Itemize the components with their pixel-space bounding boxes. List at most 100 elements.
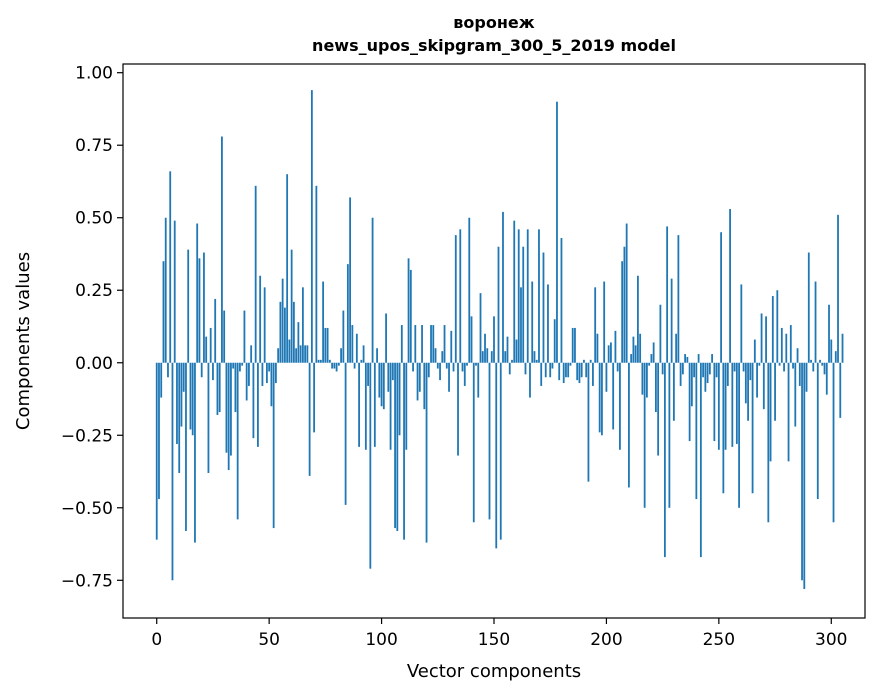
- bar-123: [432, 325, 435, 363]
- bar-56: [281, 278, 284, 363]
- bar-185: [571, 327, 574, 363]
- bar-136: [461, 362, 464, 372]
- bar-113: [409, 269, 412, 363]
- bar-46: [259, 275, 262, 363]
- bar-271: [765, 316, 767, 363]
- bar-16: [191, 362, 194, 436]
- bar-75: [324, 327, 327, 363]
- bar-150: [493, 316, 495, 363]
- bar-153: [499, 362, 502, 540]
- bar-289: [805, 362, 808, 392]
- bar-27: [216, 362, 219, 415]
- bar-28: [218, 362, 221, 413]
- bar-139: [468, 217, 471, 363]
- bar-148: [488, 362, 491, 520]
- bar-187: [576, 362, 579, 381]
- bar-130: [448, 362, 450, 392]
- bar-167: [531, 281, 534, 363]
- bar-225: [661, 362, 664, 375]
- bar-191: [585, 362, 588, 378]
- bar-239: [693, 362, 696, 378]
- bar-290: [807, 252, 810, 363]
- bar-226: [663, 362, 666, 558]
- chart-title: воронеж: [453, 13, 534, 32]
- bar-293: [814, 281, 817, 363]
- bar-110: [403, 362, 405, 540]
- bar-13: [185, 362, 187, 531]
- bar-237: [688, 362, 691, 442]
- x-tick-label-150: 150: [478, 630, 510, 650]
- bar-302: [834, 351, 837, 363]
- bar-292: [812, 362, 815, 372]
- bar-86: [349, 197, 351, 363]
- bar-80: [335, 362, 338, 372]
- bar-36: [236, 362, 239, 520]
- bar-51: [270, 362, 273, 407]
- bar-96: [371, 217, 374, 363]
- bar-62: [295, 348, 298, 363]
- bar-53: [275, 362, 277, 384]
- bar-256: [731, 362, 734, 447]
- bar-8: [173, 220, 176, 363]
- bar-98: [376, 348, 378, 363]
- bar-274: [771, 296, 774, 363]
- bar-230: [672, 362, 675, 421]
- y-axis-ticks: −0.75 −0.50 −0.25 0.00 0.25 0.50 0.75 1.00: [61, 64, 123, 591]
- bar-203: [612, 362, 615, 430]
- bar-60: [290, 249, 293, 363]
- bar-255: [729, 209, 731, 363]
- bar-119: [423, 362, 426, 410]
- bar-264: [749, 362, 752, 381]
- bar-248: [713, 362, 716, 442]
- bar-82: [340, 348, 342, 363]
- bar-18: [196, 223, 199, 363]
- bar-40: [245, 362, 248, 401]
- bar-253: [724, 362, 727, 450]
- bar-137: [463, 362, 466, 386]
- bar-162: [520, 287, 522, 363]
- bar-34: [232, 362, 235, 369]
- bar-26: [214, 298, 217, 363]
- bar-58: [286, 174, 289, 363]
- bar-291: [810, 359, 812, 363]
- bar-22: [205, 336, 208, 363]
- bar-147: [486, 348, 489, 363]
- bar-7: [171, 362, 174, 581]
- bar-57: [283, 307, 286, 363]
- bar-158: [511, 359, 513, 363]
- bar-107: [396, 362, 399, 531]
- bar-181: [562, 362, 565, 384]
- bar-176: [551, 362, 554, 369]
- bar-259: [738, 362, 740, 508]
- bar-83: [342, 310, 345, 363]
- bar-284: [794, 362, 797, 427]
- bar-23: [207, 362, 210, 473]
- bar-197: [598, 362, 601, 433]
- bar-33: [230, 362, 232, 456]
- bar-135: [459, 229, 462, 363]
- bar-240: [695, 362, 698, 500]
- bar-41: [248, 362, 250, 386]
- bar-132: [452, 362, 455, 372]
- bar-10: [178, 362, 181, 473]
- x-axis-ticks: 0 50 100 150 200 250 300: [151, 618, 847, 650]
- bar-296: [821, 362, 824, 366]
- bar-202: [610, 342, 612, 363]
- bar-144: [479, 293, 482, 363]
- bar-99: [378, 362, 381, 398]
- bar-69: [310, 90, 313, 363]
- bar-52: [272, 362, 275, 529]
- bar-213: [634, 345, 637, 363]
- bar-31: [225, 362, 228, 453]
- bar-257: [733, 362, 736, 372]
- bar-172: [542, 252, 545, 363]
- y-tick-label-6: 0.75: [75, 136, 113, 156]
- bar-48: [263, 287, 266, 363]
- bar-246: [708, 362, 711, 375]
- bar-43: [252, 362, 255, 439]
- x-tick-label-250: 250: [703, 630, 735, 650]
- bar-175: [549, 362, 552, 378]
- bar-157: [508, 362, 511, 375]
- bar-262: [744, 362, 747, 404]
- bar-222: [654, 362, 657, 413]
